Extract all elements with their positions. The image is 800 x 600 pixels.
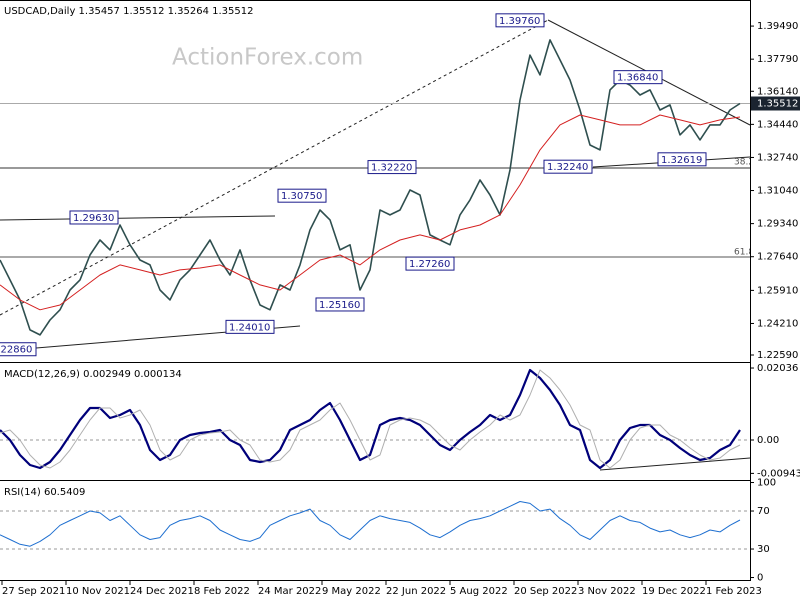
x-tick-label: 5 Aug 2022 [450, 586, 508, 597]
annotation-label: 1.30750 [281, 191, 322, 202]
annotation-box [367, 160, 417, 175]
annotation-box [0, 342, 37, 357]
trend-line [0, 215, 276, 221]
y-tick-label: 1.22590 [757, 350, 798, 361]
x-tick-label: 24 Dec 2021 [130, 586, 194, 597]
panel-title: USDCAD,Daily 1.35457 1.35512 1.35264 1.3… [4, 6, 254, 17]
annotation-label: 1.32619 [661, 155, 702, 166]
x-tick-label: 22 Jun 2022 [386, 586, 446, 597]
y-tick-label: 1.32740 [757, 152, 798, 163]
y-tick-label: 1.29340 [757, 219, 798, 230]
y-tick-label: 100 [757, 478, 776, 489]
series-line [0, 114, 741, 311]
annotation-box [495, 13, 545, 28]
annotation-label: 1.27260 [409, 259, 450, 270]
annotation-box [225, 319, 275, 334]
last-price-label: 1.35512 [757, 99, 798, 110]
annotation-box [657, 152, 707, 167]
y-tick-label: 1.31040 [757, 186, 798, 197]
annotation-label: 1.29630 [73, 213, 114, 224]
annotation-box [69, 210, 119, 225]
panel-title: MACD(12,26,9) 0.002949 0.000134 [4, 369, 182, 380]
x-tick-label: 19 Dec 2022 [642, 586, 706, 597]
annotation-box [613, 70, 663, 85]
y-tick-label: 0.00 [757, 435, 779, 446]
y-tick-label: 30 [757, 544, 770, 555]
y-tick-label: 0.02036 [757, 363, 798, 374]
fib-label: 38.2 [734, 158, 754, 168]
y-tick-label: 1.24210 [757, 318, 798, 329]
annotation-label: 1.32220 [371, 163, 412, 174]
y-tick-label: 70 [757, 506, 770, 517]
annotation-label: 1.25160 [319, 300, 360, 311]
watermark: ActionForex.com [172, 45, 363, 71]
x-tick-label: 20 Sep 2022 [514, 586, 577, 597]
y-tick-label: 1.36140 [757, 86, 798, 97]
annotation-box [543, 159, 593, 174]
price-panel: ActionForex.com 38.2 61.8 1.39760 1.36840… [0, 13, 754, 357]
y-tick-label: 1.37790 [757, 54, 798, 65]
series-line [0, 368, 741, 470]
series-line [0, 369, 741, 469]
last-price-box [751, 96, 800, 111]
rsi-panel [0, 501, 750, 550]
x-tick-label: 1 Feb 2023 [706, 586, 762, 597]
y-tick-label: 1.27640 [757, 252, 798, 263]
x-tick-label: 27 Sep 2021 [2, 586, 65, 597]
trend-line [0, 19, 549, 316]
fib-label: 61.8 [734, 248, 754, 258]
panel-title: RSI(14) 60.5409 [4, 487, 85, 498]
y-tick-label: 1.39490 [757, 21, 798, 32]
annotation-label: 1.22860 [0, 345, 32, 356]
annotation-label: 1.36840 [617, 73, 658, 84]
annotation-box [315, 297, 365, 312]
trend-line [599, 457, 750, 471]
series-line [0, 501, 741, 547]
macd-panel [0, 368, 750, 471]
annotation-label: 1.32240 [547, 162, 588, 173]
annotation-label: 1.39760 [499, 16, 540, 27]
annotation-box [277, 188, 327, 203]
annotation-label: 1.24010 [229, 322, 270, 333]
x-tick-label: 24 Mar 2022 [258, 586, 321, 597]
x-tick-label: 3 Nov 2022 [578, 586, 636, 597]
x-tick-label: 8 Feb 2022 [194, 586, 250, 597]
y-tick-label: 1.34440 [757, 119, 798, 130]
x-tick-label: 10 Nov 2021 [66, 586, 130, 597]
annotation-box [405, 256, 455, 271]
x-tick-label: 9 May 2022 [322, 586, 381, 597]
y-tick-label: -0.009438 [757, 468, 800, 479]
y-tick-label: 1.25910 [757, 285, 798, 296]
y-tick-label: 0 [757, 573, 763, 584]
